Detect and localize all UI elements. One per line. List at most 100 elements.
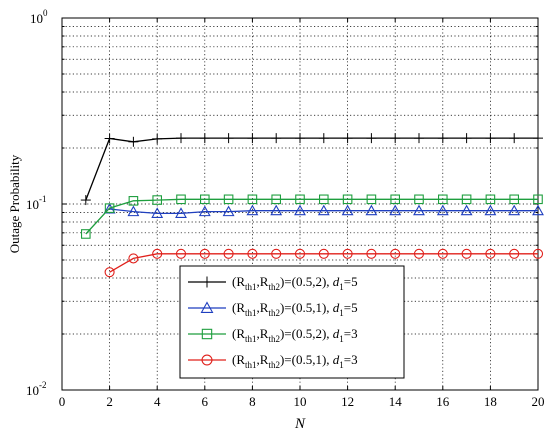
legend-entry: (Rth1,Rth2)=(0.5,1), d1=3 bbox=[188, 352, 358, 370]
data-point-plus bbox=[414, 133, 424, 144]
data-point-circle bbox=[294, 248, 306, 259]
data-point-square bbox=[295, 194, 305, 205]
y-tick-label: 10-2 bbox=[26, 380, 47, 398]
data-point-circle bbox=[271, 248, 282, 259]
data-point-triangle bbox=[413, 204, 425, 216]
data-point-triangle bbox=[198, 205, 211, 217]
data-point-circle bbox=[247, 248, 258, 259]
series-square bbox=[81, 194, 543, 239]
data-point-circle bbox=[485, 248, 496, 259]
data-point-triangle bbox=[246, 204, 259, 216]
data-point-triangle bbox=[460, 204, 473, 216]
data-point-circle bbox=[413, 248, 425, 259]
data-point-triangle bbox=[508, 204, 521, 216]
legend-label: (Rth1,Rth2)=(0.5,1), d1=5 bbox=[232, 300, 358, 318]
grid-lines bbox=[62, 18, 538, 390]
y-tick-exponent: 0 bbox=[43, 8, 48, 18]
series-plus bbox=[80, 133, 543, 206]
data-point-circle bbox=[199, 248, 210, 259]
data-point-square bbox=[201, 328, 213, 340]
data-point-plus bbox=[80, 195, 91, 206]
x-tick-label: 20 bbox=[532, 394, 545, 409]
data-point-circle bbox=[461, 248, 472, 259]
data-point-plus bbox=[176, 133, 186, 144]
data-point-circle bbox=[152, 248, 163, 259]
x-tick-label: 14 bbox=[389, 394, 403, 409]
data-point-circle bbox=[532, 248, 544, 259]
series-line bbox=[109, 253, 538, 273]
data-point-square bbox=[247, 194, 258, 205]
data-point-plus bbox=[533, 133, 543, 144]
data-point-square bbox=[223, 194, 234, 205]
data-point-triangle bbox=[532, 204, 544, 216]
data-point-square bbox=[390, 194, 401, 205]
x-tick-label: 0 bbox=[59, 394, 66, 409]
data-point-triangle bbox=[175, 207, 187, 218]
data-point-triangle bbox=[222, 205, 235, 217]
legend: (Rth1,Rth2)=(0.5,2), d1=5 (Rth1,Rth2)=(0.… bbox=[179, 265, 405, 379]
data-point-triangle bbox=[341, 204, 354, 216]
data-point-triangle bbox=[294, 204, 306, 216]
y-tick-exponent: -1 bbox=[39, 194, 47, 204]
data-point-triangle bbox=[127, 205, 140, 217]
data-point-plus bbox=[199, 133, 210, 144]
data-point-plus bbox=[271, 133, 282, 144]
x-tick-label: 4 bbox=[154, 394, 161, 409]
data-point-plus bbox=[104, 133, 115, 144]
legend-label: (Rth1,Rth2)=(0.5,1), d1=3 bbox=[232, 352, 358, 370]
x-tick-label: 12 bbox=[341, 394, 354, 409]
legend-box bbox=[179, 265, 405, 379]
data-point-square bbox=[366, 194, 377, 205]
data-point-triangle bbox=[151, 207, 164, 218]
series-line bbox=[85, 137, 538, 201]
data-point-square bbox=[485, 194, 496, 205]
data-point-square bbox=[533, 194, 543, 205]
data-point-circle bbox=[201, 354, 213, 366]
data-point-square bbox=[461, 194, 472, 205]
data-point-circle bbox=[437, 248, 448, 259]
series-line bbox=[109, 208, 538, 215]
data-point-square bbox=[509, 194, 520, 205]
series-circle bbox=[104, 248, 544, 278]
x-tick-label: 6 bbox=[202, 394, 209, 409]
y-tick-label: 10-1 bbox=[26, 194, 47, 212]
data-point-square bbox=[414, 194, 424, 205]
legend-entry: (Rth1,Rth2)=(0.5,1), d1=5 bbox=[188, 300, 358, 318]
data-point-plus bbox=[247, 133, 258, 144]
data-point-triangle bbox=[365, 204, 378, 216]
data-point-circle bbox=[509, 248, 520, 259]
series-lines bbox=[80, 133, 544, 278]
data-point-square bbox=[176, 194, 186, 205]
legend-entry: (Rth1,Rth2)=(0.5,2), d1=5 bbox=[188, 274, 358, 292]
data-point-square bbox=[128, 196, 139, 206]
data-point-circle bbox=[342, 248, 353, 259]
y-tick-exponent: -2 bbox=[39, 380, 47, 390]
x-tick-label: 10 bbox=[294, 394, 307, 409]
x-tick-label: 2 bbox=[106, 394, 113, 409]
data-point-square bbox=[271, 194, 282, 205]
data-point-square bbox=[342, 194, 353, 205]
data-point-plus bbox=[152, 133, 163, 144]
y-tick-label: 100 bbox=[30, 8, 48, 26]
data-point-square bbox=[104, 203, 115, 213]
data-point-plus bbox=[295, 133, 305, 144]
x-axis-label: N bbox=[294, 416, 306, 432]
x-tick-label: 8 bbox=[249, 394, 256, 409]
data-point-square bbox=[200, 194, 210, 205]
data-point-plus bbox=[342, 133, 353, 144]
x-tick-label: 16 bbox=[436, 394, 450, 409]
data-point-square bbox=[437, 194, 448, 205]
data-point-plus bbox=[223, 133, 234, 144]
legend-label: (Rth1,Rth2)=(0.5,2), d1=3 bbox=[232, 326, 358, 344]
data-point-square bbox=[152, 195, 162, 205]
data-point-triangle bbox=[270, 204, 283, 216]
data-point-triangle bbox=[389, 204, 402, 216]
data-point-circle bbox=[128, 253, 139, 264]
data-point-circle bbox=[366, 248, 377, 259]
data-point-plus bbox=[437, 133, 448, 144]
data-point-triangle bbox=[103, 202, 116, 214]
data-point-circle bbox=[104, 267, 115, 278]
data-point-plus bbox=[461, 133, 472, 144]
legend-label: (Rth1,Rth2)=(0.5,2), d1=5 bbox=[232, 274, 358, 292]
